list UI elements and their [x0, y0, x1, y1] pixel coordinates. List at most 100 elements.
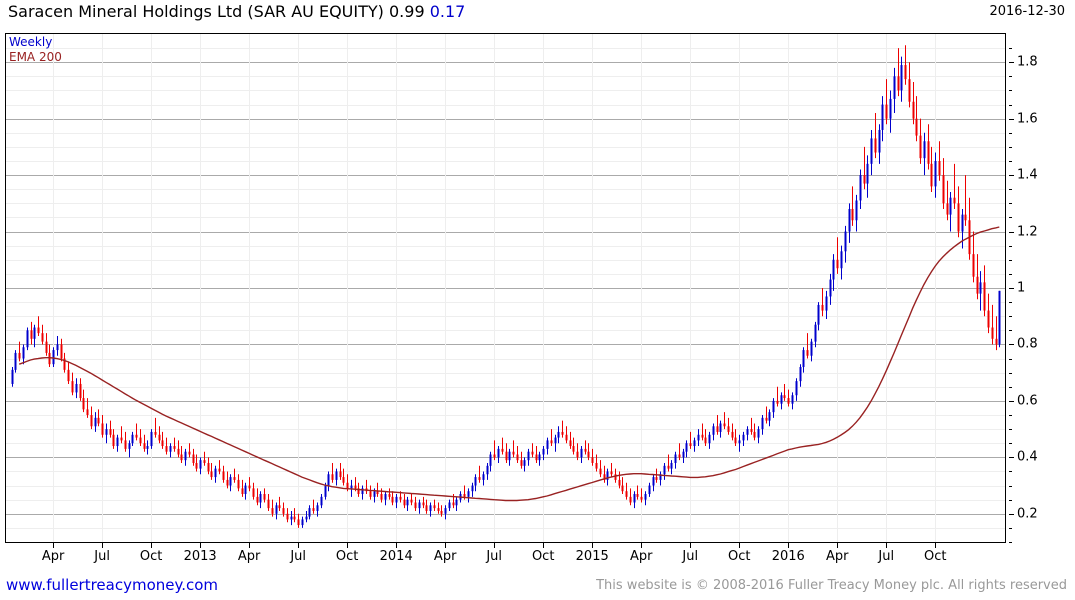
x-tick-label: Apr — [825, 549, 849, 564]
y-minor-tick — [1009, 443, 1012, 444]
y-tick-mark — [1009, 62, 1014, 63]
x-tick-label: Oct — [924, 549, 947, 564]
y-tick-label: 1.8 — [1017, 54, 1038, 70]
x-tick-label: Jul — [94, 549, 110, 564]
y-minor-tick — [1009, 189, 1012, 190]
page-title: Saracen Mineral Holdings Ltd (SAR AU EQU… — [8, 2, 465, 21]
ema-200-line — [18, 226, 1000, 502]
y-tick-label: 0.6 — [1017, 393, 1038, 409]
x-axis: Apr Jul Oct 2013 Apr Jul Oct 2014 Apr Jul Oct 2015 A… — [5, 543, 1006, 571]
y-minor-tick — [1009, 203, 1012, 204]
chart-header: Saracen Mineral Holdings Ltd (SAR AU EQU… — [0, 0, 1075, 28]
y-minor-tick — [1009, 486, 1012, 487]
x-tick-label: 2013 — [183, 549, 217, 564]
candlestick-series — [11, 45, 1001, 528]
x-tick-mark — [886, 543, 887, 548]
x-tick-mark — [151, 543, 152, 548]
y-minor-tick — [1009, 415, 1012, 416]
y-minor-tick — [1009, 429, 1012, 430]
y-minor-tick — [1009, 373, 1012, 374]
y-tick-mark — [1009, 175, 1014, 176]
y-minor-tick — [1009, 387, 1012, 388]
x-tick-label: 2015 — [575, 549, 609, 564]
x-tick-mark — [788, 543, 789, 548]
x-tick-label: 2014 — [379, 549, 413, 564]
y-minor-tick — [1009, 330, 1012, 331]
y-tick-mark — [1009, 232, 1014, 233]
y-tick-label: 0.4 — [1017, 449, 1038, 465]
x-tick-mark — [445, 543, 446, 548]
y-tick-label: 1.4 — [1017, 167, 1038, 183]
y-minor-tick — [1009, 147, 1012, 148]
x-tick-label: Jul — [878, 549, 895, 564]
y-minor-tick — [1009, 133, 1012, 134]
x-tick-label: Apr — [629, 549, 653, 564]
y-tick-label: 1 — [1017, 280, 1026, 296]
y-tick-label: 0.2 — [1017, 506, 1038, 522]
x-tick-mark — [249, 543, 250, 548]
y-tick-mark — [1009, 514, 1014, 515]
x-tick-label: 2016 — [771, 549, 805, 564]
y-tick-label: 1.2 — [1017, 224, 1038, 240]
x-tick-mark — [298, 543, 299, 548]
major-gridlines — [6, 34, 1005, 542]
y-tick-mark — [1009, 288, 1014, 289]
y-tick-mark — [1009, 119, 1014, 120]
x-tick-mark — [592, 543, 593, 548]
y-tick-mark — [1009, 344, 1014, 345]
legend-interval: Weekly — [9, 35, 53, 49]
y-minor-tick — [1009, 528, 1012, 529]
x-tick-mark — [690, 543, 691, 548]
y-minor-tick — [1009, 542, 1012, 543]
y-minor-tick — [1009, 316, 1012, 317]
x-tick-mark — [53, 543, 54, 548]
x-tick-mark — [396, 543, 397, 548]
y-minor-tick — [1009, 260, 1012, 261]
y-tick-label: 0.8 — [1017, 336, 1038, 352]
x-tick-mark — [494, 543, 495, 548]
x-tick-label: Oct — [335, 549, 359, 564]
x-tick-label: Oct — [727, 549, 751, 564]
y-minor-tick — [1009, 359, 1012, 360]
y-minor-tick — [1009, 274, 1012, 275]
chart-plot-area[interactable] — [5, 33, 1006, 543]
minor-gridlines — [6, 48, 1005, 529]
x-tick-mark — [543, 543, 544, 548]
y-minor-tick — [1009, 161, 1012, 162]
chart-legend: Weekly EMA 200 — [9, 35, 62, 65]
x-tick-mark — [641, 543, 642, 548]
candlestick-chart-svg — [6, 34, 1005, 542]
x-tick-mark — [200, 543, 201, 548]
y-minor-tick — [1009, 471, 1012, 472]
x-tick-label: Jul — [682, 549, 699, 564]
x-tick-mark — [739, 543, 740, 548]
copyright-notice: This website is © 2008-2016 Fuller Treac… — [596, 578, 1067, 593]
y-axis: 0.2 0.4 0.6 0.8 1 1.2 1.4 1.6 1.8 — [1009, 33, 1069, 543]
instrument-name: Saracen Mineral Holdings Ltd — [8, 2, 243, 21]
y-minor-tick — [1009, 246, 1012, 247]
last-price: 0.99 — [389, 2, 425, 21]
x-tick-label: Apr — [237, 549, 261, 564]
x-tick-label: Oct — [139, 549, 163, 564]
x-tick-label: Oct — [531, 549, 555, 564]
x-tick-mark — [347, 543, 348, 548]
price-change: 0.17 — [429, 2, 466, 21]
x-tick-mark — [837, 543, 838, 548]
page-footer: www.fullertreacymoney.com This website i… — [0, 574, 1075, 600]
y-minor-tick — [1009, 90, 1012, 91]
y-minor-tick — [1009, 217, 1012, 218]
x-tick-mark — [102, 543, 103, 548]
legend-ema-200: EMA 200 — [9, 50, 62, 64]
y-tick-label: 1.6 — [1017, 111, 1038, 127]
y-minor-tick — [1009, 105, 1012, 106]
x-tick-label: Apr — [433, 549, 457, 564]
y-tick-mark — [1009, 457, 1014, 458]
x-tick-mark — [935, 543, 936, 548]
y-minor-tick — [1009, 500, 1012, 501]
site-url[interactable]: www.fullertreacymoney.com — [6, 576, 219, 594]
chart-date: 2016-12-30 — [989, 4, 1065, 19]
x-tick-label: Apr — [41, 549, 65, 564]
x-tick-label: Jul — [290, 549, 306, 564]
y-minor-tick — [1009, 302, 1012, 303]
y-minor-tick — [1009, 48, 1012, 49]
